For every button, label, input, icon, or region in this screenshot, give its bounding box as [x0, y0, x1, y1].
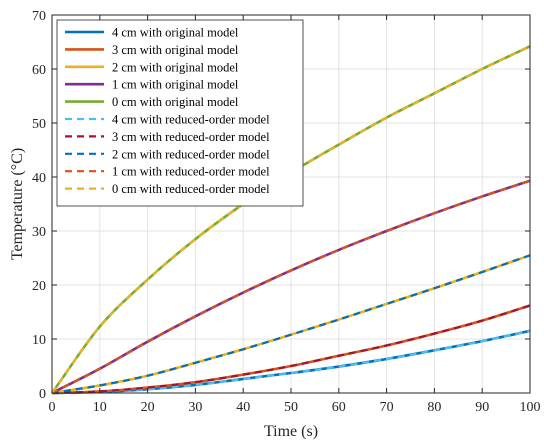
legend-entry-label: 2 cm with original model [112, 60, 239, 74]
x-tick-label: 50 [284, 400, 298, 415]
y-tick-label: 60 [32, 63, 46, 78]
y-tick-label: 20 [32, 279, 46, 294]
legend-entry-label: 0 cm with reduced-order model [112, 182, 270, 196]
x-tick-label: 10 [93, 400, 107, 415]
x-tick-label: 0 [49, 400, 56, 415]
series-line-8 [51, 254, 531, 395]
legend-entry-label: 0 cm with original model [112, 95, 239, 109]
y-tick-label: 10 [32, 333, 46, 348]
series-line-9 [51, 179, 531, 394]
x-tick-label: 20 [141, 400, 155, 415]
legend-entry-label: 4 cm with reduced-order model [112, 113, 270, 127]
legend-entry-label: 4 cm with original model [112, 26, 239, 40]
x-tick-label: 40 [236, 400, 250, 415]
x-tick-label: 100 [520, 400, 541, 415]
legend-entry-label: 2 cm with reduced-order model [112, 147, 270, 161]
y-axis-label: Temperature (°C) [9, 148, 26, 260]
legend-entry-label: 1 cm with reduced-order model [112, 165, 270, 179]
x-tick-label: 60 [332, 400, 346, 415]
x-tick-label: 80 [427, 400, 441, 415]
x-axis-label: Time (s) [264, 423, 318, 440]
axis-ticks: 0 10 20 30 40 50 60 70 80 90 100 0 10 20 30 40 50 60 70 [32, 9, 541, 415]
legend-entry-label: 3 cm with reduced-order model [112, 130, 270, 144]
legend: 4 cm with original model 3 cm with origin… [56, 19, 304, 207]
x-tick-label: 90 [475, 400, 489, 415]
y-tick-label: 40 [32, 171, 46, 186]
x-tick-label: 30 [188, 400, 202, 415]
legend-entry-label: 3 cm with original model [112, 43, 239, 57]
x-tick-label: 70 [380, 400, 394, 415]
legend-entry-label: 1 cm with original model [112, 78, 239, 92]
y-tick-label: 0 [39, 387, 46, 402]
y-tick-label: 50 [32, 117, 46, 132]
series-line-7 [51, 304, 531, 395]
y-tick-label: 70 [32, 9, 46, 24]
legend-box [56, 19, 304, 207]
series-line-6 [51, 329, 531, 395]
y-tick-label: 30 [32, 225, 46, 240]
